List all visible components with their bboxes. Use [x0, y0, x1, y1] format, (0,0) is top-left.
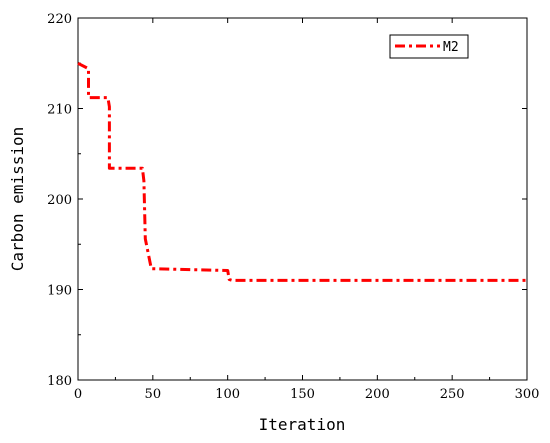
y-tick-label: 200	[47, 193, 72, 208]
y-tick-label: 180	[47, 374, 72, 389]
x-tick-label: 200	[365, 387, 390, 402]
x-tick-label: 0	[74, 387, 82, 402]
x-tick-label: 300	[515, 387, 540, 402]
x-tick-label: 100	[215, 387, 240, 402]
y-tick-label: 210	[47, 103, 72, 118]
series-line-m2	[77, 61, 527, 282]
y-axis-label: Carbon emission	[8, 127, 27, 272]
x-tick-label: 150	[290, 387, 315, 402]
legend-box	[389, 34, 469, 59]
series-layer	[77, 61, 527, 282]
x-axis-ticks: 0 50 100 150 200 250 300	[74, 18, 540, 402]
legend-label-m2: M2	[443, 40, 459, 55]
x-axis-label: Iteration	[259, 415, 346, 434]
x-tick-label: 50	[145, 387, 162, 402]
legend: M2	[389, 34, 469, 59]
y-tick-label: 220	[47, 12, 72, 27]
x-tick-label: 250	[440, 387, 465, 402]
y-axis-ticks: 180 190 200 210 220	[47, 12, 527, 389]
y-tick-label: 190	[47, 284, 72, 299]
